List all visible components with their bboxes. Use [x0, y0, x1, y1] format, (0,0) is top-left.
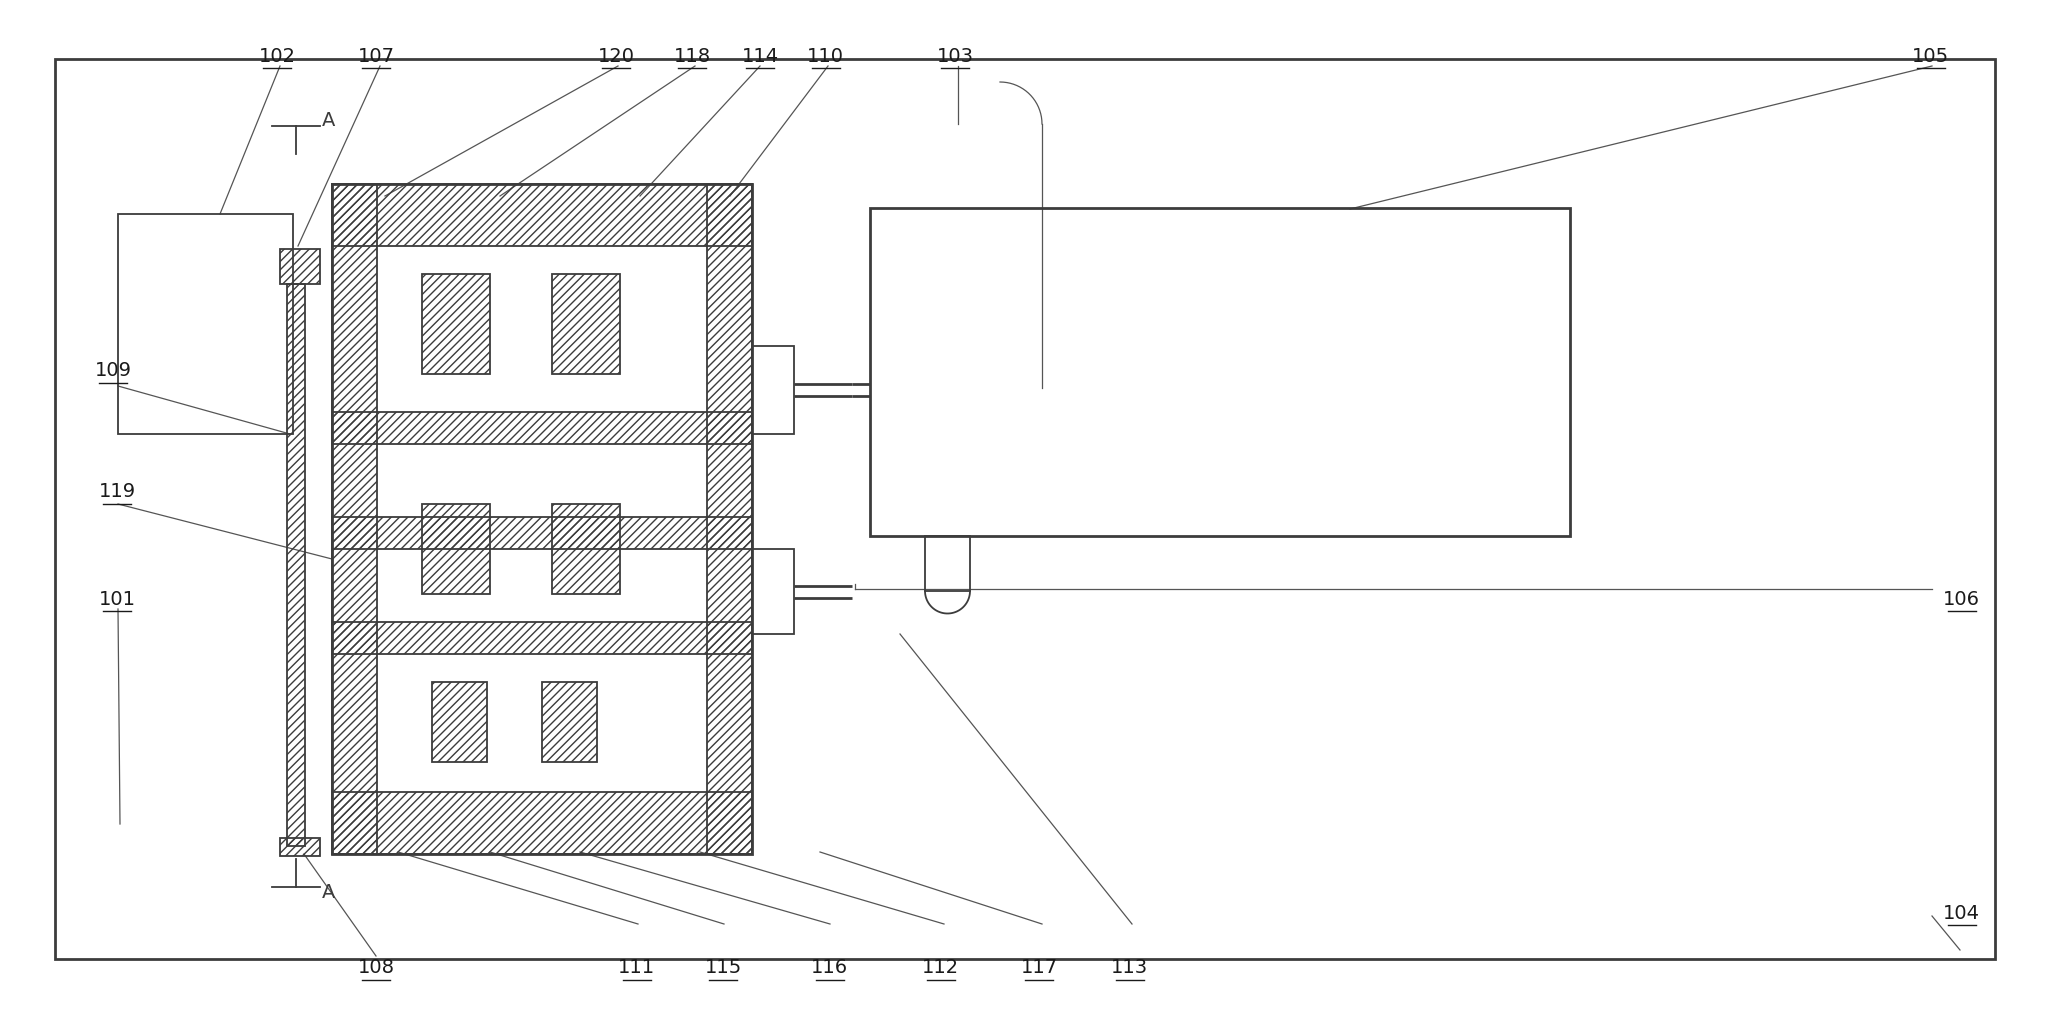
Bar: [542, 682, 598, 762]
Text: 115: 115: [705, 958, 741, 977]
Text: 117: 117: [1021, 958, 1058, 977]
Bar: [333, 184, 378, 854]
Text: 119: 119: [99, 482, 136, 501]
Text: 111: 111: [618, 958, 655, 977]
Bar: [553, 274, 620, 374]
Text: 116: 116: [811, 958, 848, 977]
Text: 120: 120: [598, 47, 635, 66]
Bar: [333, 622, 752, 654]
Bar: [333, 517, 752, 549]
Bar: [924, 536, 969, 591]
Text: 102: 102: [259, 47, 296, 66]
Bar: [279, 838, 320, 856]
Bar: [55, 59, 1994, 959]
Text: 114: 114: [741, 47, 778, 66]
Text: A: A: [322, 884, 335, 902]
Bar: [707, 184, 752, 854]
Text: 108: 108: [357, 958, 394, 977]
Bar: [333, 184, 752, 854]
Bar: [333, 792, 752, 854]
Text: 113: 113: [1111, 958, 1148, 977]
Bar: [279, 249, 320, 284]
Bar: [752, 549, 795, 634]
Text: 112: 112: [922, 958, 959, 977]
Text: 101: 101: [99, 590, 136, 608]
Bar: [421, 504, 491, 594]
Bar: [871, 208, 1569, 536]
Bar: [752, 346, 795, 434]
Bar: [333, 184, 752, 246]
Text: 110: 110: [807, 47, 844, 66]
Bar: [431, 682, 487, 762]
Text: 104: 104: [1943, 904, 1980, 923]
Text: 105: 105: [1912, 47, 1949, 66]
Bar: [553, 504, 620, 594]
Bar: [333, 412, 752, 444]
Bar: [421, 274, 491, 374]
Text: 103: 103: [937, 47, 974, 66]
Text: 107: 107: [357, 47, 394, 66]
Text: A: A: [322, 111, 335, 129]
Bar: [117, 214, 294, 434]
Text: 109: 109: [94, 361, 131, 380]
Text: 118: 118: [674, 47, 711, 66]
Text: 106: 106: [1943, 590, 1980, 608]
Bar: [288, 284, 304, 846]
